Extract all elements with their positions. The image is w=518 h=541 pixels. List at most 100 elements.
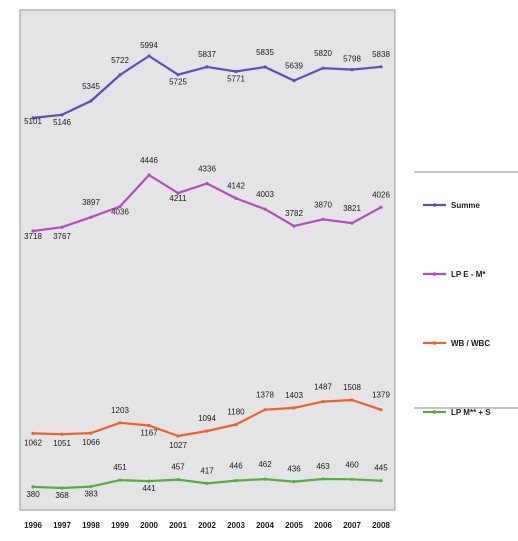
data-point <box>263 477 267 481</box>
legend-swatch-marker <box>432 410 437 414</box>
data-point <box>234 422 238 427</box>
data-point <box>176 191 180 195</box>
data-label: 4036 <box>111 208 129 217</box>
data-label: 3782 <box>285 209 303 218</box>
data-point <box>147 173 151 177</box>
data-label: 5820 <box>314 49 332 58</box>
data-label: 3870 <box>314 200 332 209</box>
legend-swatch-marker <box>432 341 437 345</box>
data-label: 462 <box>258 460 272 469</box>
data-point <box>263 65 267 69</box>
data-point <box>60 225 64 229</box>
data-point <box>350 221 354 225</box>
data-label: 1094 <box>198 414 216 423</box>
data-point <box>205 481 209 485</box>
data-point <box>31 229 35 233</box>
x-tick-label: 1999 <box>111 521 129 530</box>
data-label: 445 <box>374 464 388 473</box>
series-3: 1062 1051 1066 1203 1167 1027 1094 1180 1378 1403… <box>24 383 390 450</box>
plot-area-background <box>19 9 396 511</box>
data-label: 446 <box>229 462 243 471</box>
data-label: 460 <box>345 460 359 469</box>
data-point <box>263 408 267 412</box>
data-point <box>118 204 122 209</box>
x-tick-label: 2005 <box>285 521 303 530</box>
legend: Summe LP E - M* WB / WBC LP M** + S <box>414 171 518 417</box>
data-point <box>350 398 354 402</box>
data-label: 3821 <box>343 204 361 213</box>
data-point <box>147 54 151 58</box>
data-label: 4446 <box>140 156 158 165</box>
x-axis-ticks: 1996 1997 1998 1999 2000 2001 2002 2003 2004 2005… <box>24 521 390 530</box>
x-tick-label: 2003 <box>227 521 245 530</box>
data-point <box>205 65 209 69</box>
data-label: 5722 <box>111 56 129 65</box>
data-point <box>379 479 383 483</box>
data-point <box>89 431 93 435</box>
data-label: 5837 <box>198 50 216 59</box>
data-label: 5345 <box>82 82 100 91</box>
data-label: 5101 <box>24 117 42 126</box>
data-label: 4142 <box>227 181 245 190</box>
data-label: 5771 <box>227 75 245 84</box>
data-label: 1167 <box>140 429 158 438</box>
data-point <box>292 224 296 228</box>
data-label: 417 <box>200 466 214 475</box>
data-label: 451 <box>113 463 127 472</box>
series-4: 380 368 383 451 441 457 417 446 462 436 463 460 445 <box>26 460 388 500</box>
data-label: 4026 <box>372 190 390 199</box>
data-point <box>234 69 238 74</box>
data-label: 3767 <box>53 232 71 241</box>
legend-label: LP M** + S <box>451 408 491 417</box>
data-point <box>147 423 151 428</box>
x-tick-label: 2002 <box>198 521 216 530</box>
data-label: 1378 <box>256 391 274 400</box>
data-point <box>321 217 325 221</box>
data-point <box>176 73 180 77</box>
data-label: 1487 <box>314 383 332 392</box>
data-point <box>321 400 325 404</box>
x-tick-label: 1998 <box>82 521 100 530</box>
data-point <box>321 477 325 481</box>
data-point <box>60 486 64 490</box>
data-label: 1203 <box>111 406 129 415</box>
data-label: 436 <box>287 465 301 474</box>
data-point <box>60 113 64 117</box>
data-point <box>176 478 180 482</box>
legend-swatch-marker <box>432 203 437 207</box>
data-point <box>350 477 354 481</box>
data-label: 5994 <box>140 41 158 50</box>
data-point <box>292 406 296 410</box>
data-point <box>31 116 35 120</box>
data-label: 5639 <box>285 62 303 71</box>
data-label: 5798 <box>343 55 361 64</box>
data-point <box>379 205 383 209</box>
data-point <box>379 408 383 412</box>
data-label: 1027 <box>169 441 187 450</box>
data-label: 1066 <box>82 438 100 447</box>
data-label: 1051 <box>53 439 71 448</box>
data-label: 380 <box>26 490 40 499</box>
data-point <box>205 429 209 433</box>
series-layer: 5101 5146 5345 5722 5994 5725 5837 5771 5835 5639… <box>24 41 390 500</box>
legend-label: WB / WBC <box>451 339 490 348</box>
legend-swatch-marker <box>432 272 437 276</box>
data-label: 3718 <box>24 232 42 241</box>
x-tick-label: 1997 <box>53 521 71 530</box>
x-tick-label: 2006 <box>314 521 332 530</box>
data-label: 4211 <box>169 194 187 203</box>
data-point <box>234 479 238 483</box>
data-label: 368 <box>55 491 69 500</box>
series-1: 5101 5146 5345 5722 5994 5725 5837 5771 5835 5639… <box>24 41 390 127</box>
data-point <box>263 207 267 211</box>
data-point <box>321 66 325 70</box>
data-label: 1180 <box>227 408 245 417</box>
data-label: 457 <box>171 463 185 472</box>
data-point <box>205 181 209 186</box>
data-point <box>350 68 354 72</box>
x-tick-label: 2004 <box>256 521 274 530</box>
data-point <box>147 479 151 483</box>
data-label: 1062 <box>24 438 42 447</box>
